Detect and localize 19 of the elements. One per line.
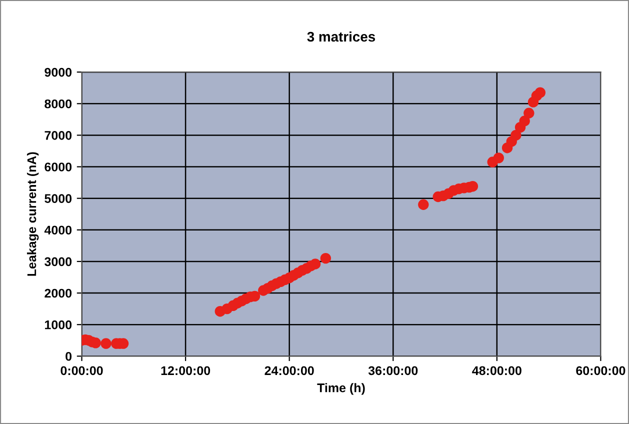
y-tick-label: 3000 [44, 257, 72, 266]
x-tick-label: 60:00:00 [576, 366, 626, 376]
y-tick-label: 7000 [44, 131, 72, 140]
y-tick-label: 5000 [44, 194, 72, 203]
y-tick-label: 6000 [44, 162, 72, 172]
x-tick-label: 24:00:00 [264, 366, 314, 376]
y-tick-label: 2000 [44, 288, 72, 298]
x-tick-label: 12:00:00 [161, 366, 210, 376]
y-tick-label: 1000 [45, 320, 72, 330]
y-tick-label: 8000 [44, 99, 72, 108]
y-tick-label: 4000 [44, 226, 72, 235]
x-tick-label: 36:00:00 [368, 366, 418, 376]
chart-title: 3 matrices [307, 31, 376, 42]
x-axis-title: Time (h) [317, 383, 365, 395]
x-tick-label: 0:00:00 [60, 366, 103, 376]
x-tick-label: 48:00:00 [472, 366, 522, 376]
y-tick-label: 0 [66, 352, 72, 361]
y-axis-title: Leakage current (nA) [26, 152, 39, 276]
y-tick-label: 9000 [44, 68, 72, 77]
